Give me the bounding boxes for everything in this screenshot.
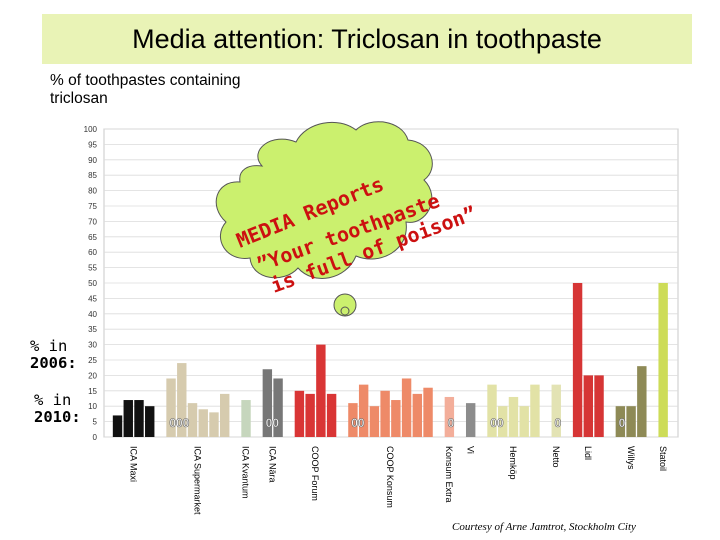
x-tick-label-1: ICA Supermarket [193,446,203,515]
bar-5-1 [358,384,369,437]
bar-5-6 [412,393,423,437]
bar-0-3 [145,406,155,437]
bar-3-1 [273,378,283,437]
x-tick-label-11: Willys [626,446,636,470]
y-tick-label-60: 60 [88,248,97,257]
cloud-shape [215,121,433,279]
bar-2-0 [241,400,251,437]
label-2010-group-1: 000 [169,416,189,430]
label-2010-group-5: 00 [351,416,365,430]
bar-10-1 [583,375,594,437]
x-tick-label-10: Lidl [583,446,593,460]
x-tick-label-0: ICA Maxi [128,446,138,482]
y-tick-label-95: 95 [88,140,97,149]
y-tick-label-70: 70 [88,217,97,226]
y-tick-label-30: 30 [88,341,97,350]
bar-5-7 [423,387,433,437]
y-tick-label-35: 35 [88,325,97,334]
legend-2006: % in 2006: [30,338,77,372]
y-tick-label-65: 65 [88,233,97,242]
y-tick-label-20: 20 [88,371,97,380]
legend-2006-prefix: % in [30,337,68,355]
bar-4-1 [305,393,315,437]
x-tick-label-3: ICA Nära [267,446,277,483]
bar-1-4 [209,412,219,437]
x-tick-label-2: ICA Kvantum [241,446,251,499]
bar-0-0 [112,415,123,437]
legend-2010-prefix: % in [34,391,72,409]
bar-5-3 [380,390,390,437]
y-tick-label-50: 50 [88,279,97,288]
bar-8-0 [487,384,497,437]
y-tick-label-40: 40 [88,310,97,319]
x-tick-label-6: Konsum Extra [444,446,454,503]
bar-11-2 [637,366,647,437]
bar-5-4 [391,400,401,437]
y-tick-label-100: 100 [84,125,98,134]
bar-4-3 [326,393,337,437]
bar-5-0 [348,403,358,437]
bar-10-2 [594,375,604,437]
bar-7-0 [465,403,476,437]
y-tick-label-5: 5 [93,418,98,427]
bar-8-2 [508,396,519,437]
bar-6-0 [444,396,455,437]
bar-3-0 [262,369,273,437]
y-tick-label-90: 90 [88,156,97,165]
bar-1-0 [166,378,176,437]
legend-2006-year: 2006: [30,354,77,372]
bar-8-1 [498,406,508,437]
x-tick-label-4: COOP Forum [310,446,320,501]
y-tick-label-25: 25 [88,356,97,365]
y-axis-label: % of toothpastes containing triclosan [50,72,241,107]
credit-text: Courtesy of Arne Jamtrot, Stockholm City [452,521,636,533]
x-tick-label-5: COOP Konsum [385,446,395,508]
cloud-thought-bubble-large [333,293,357,317]
bar-5-2 [369,406,380,437]
label-2010-group-8: 00 [490,416,504,430]
title-banner: Media attention: Triclosan in toothpaste [42,14,692,64]
x-tick-label-12: Statoil [658,446,668,471]
bar-1-3 [198,409,208,437]
bar-12-0 [658,283,668,437]
bar-8-3 [519,406,529,437]
bar-1-1 [177,363,187,437]
x-tick-label-8: Hemköp [508,446,518,480]
label-2010-group-6: 0 [448,416,455,430]
bar-1-2 [187,403,198,437]
bar-11-1 [626,406,636,437]
legend-2010-year: 2010: [34,408,81,426]
chart-title: Media attention: Triclosan in toothpaste [132,23,602,54]
y-tick-label-80: 80 [88,187,97,196]
bar-8-4 [530,384,540,437]
legend-2010: % in 2010: [34,392,81,426]
bar-4-0 [294,390,305,437]
bar-5-5 [401,378,412,437]
y-tick-label-15: 15 [88,387,97,396]
label-2010-group-11: 0 [619,416,626,430]
y-tick-label-75: 75 [88,202,97,211]
label-2010-group-3: 00 [266,416,280,430]
x-tick-label-9: Netto [551,446,561,468]
x-tick-label-7: Vi [465,446,475,454]
bar-10-0 [572,283,583,437]
y-tick-label-55: 55 [88,264,97,273]
cloud-thought-bubble-small [340,306,350,316]
bar-11-0 [615,406,626,437]
label-2010-group-9: 0 [555,416,562,430]
y-tick-label-10: 10 [88,402,97,411]
bar-9-0 [551,384,561,437]
y-tick-label-45: 45 [88,294,97,303]
bar-0-2 [134,400,144,437]
bar-4-2 [316,344,326,437]
bar-0-1 [123,400,133,437]
bar-1-5 [220,393,230,437]
y-tick-label-0: 0 [93,433,98,442]
y-tick-label-85: 85 [88,171,97,180]
